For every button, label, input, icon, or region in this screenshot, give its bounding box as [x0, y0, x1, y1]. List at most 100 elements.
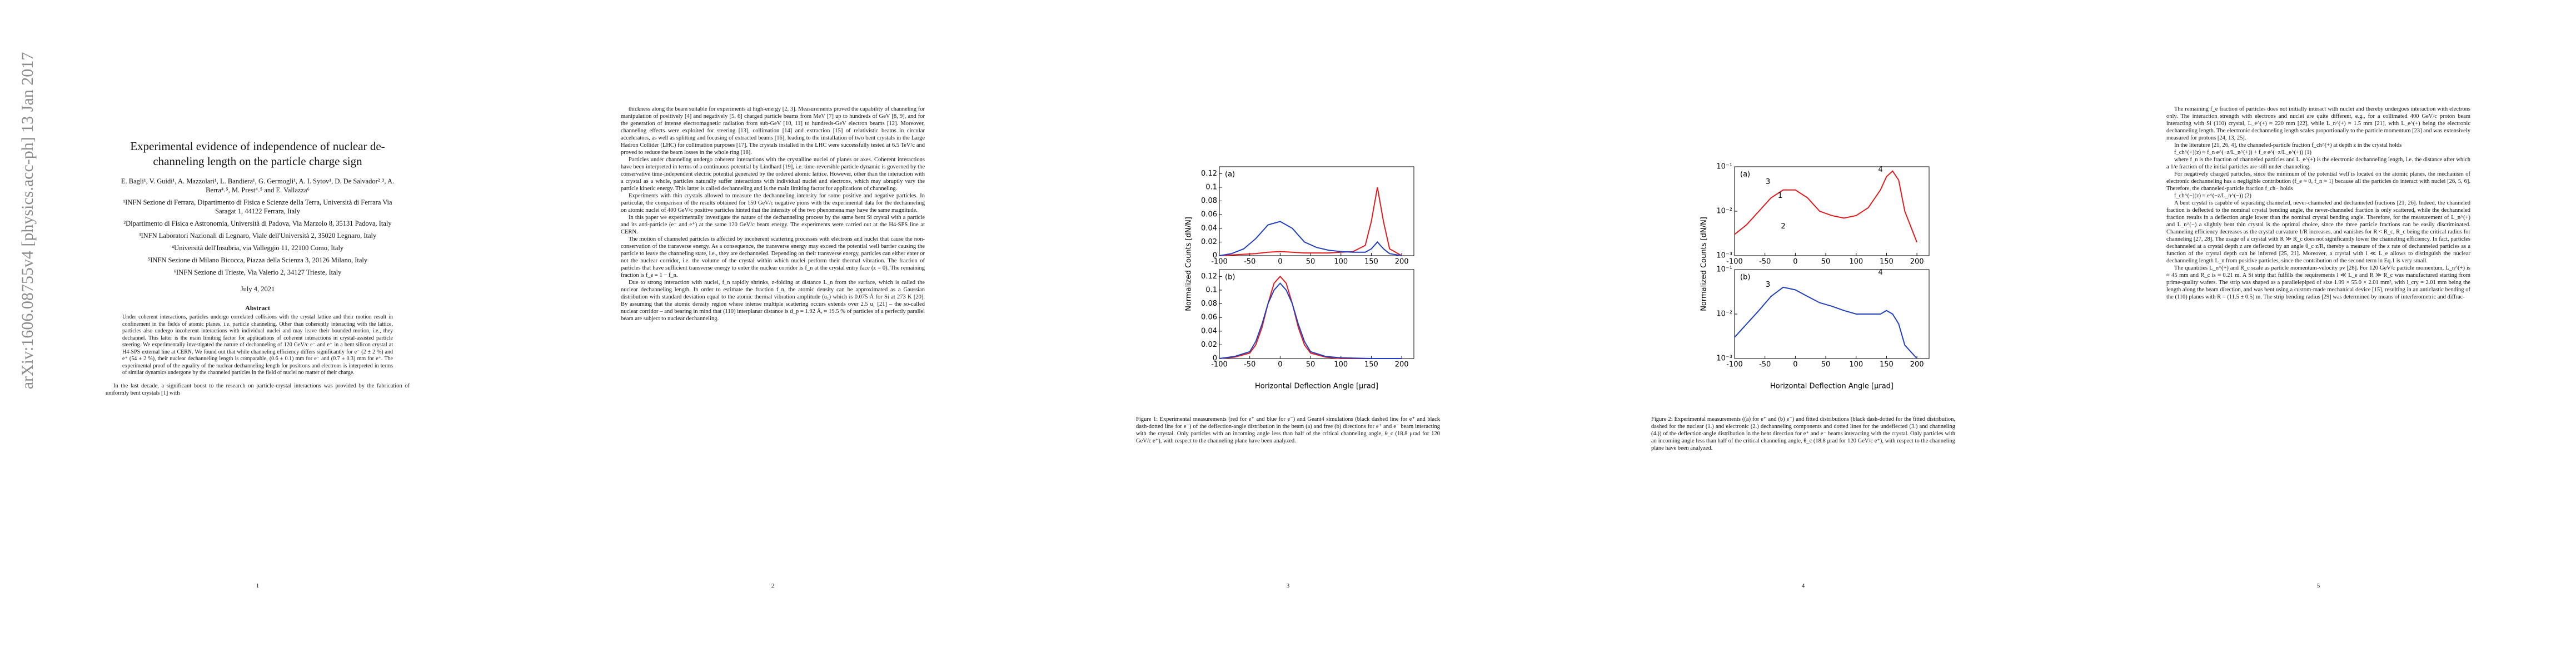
figure: -100 -50 0 50 100 150 200 10⁻³ 10⁻² 10⁻¹ (a) 1 2 3 4 -1… [1700, 163, 1930, 391]
annotation: 4 [1878, 166, 1882, 174]
x-tick-label: -100 [1726, 258, 1743, 266]
paragraph: In this paper we experimentally investig… [621, 215, 925, 235]
affiliation: ¹INFN Sezione di Ferrara, Dipartimento d… [123, 198, 392, 215]
x-tick-label: 100 [1849, 361, 1863, 369]
y-tick-label: 10⁻² [1716, 207, 1732, 216]
y-axis-label: Normalized Counts [dN/N] [1185, 217, 1193, 311]
y-tick-label: 0.08 [1201, 300, 1217, 308]
x-tick-label: 50 [1821, 258, 1831, 266]
x-tick-label: -100 [1726, 361, 1743, 369]
x-axis-label: Horizontal Deflection Angle [μrad] [1770, 382, 1894, 391]
panel-label: (b) [1225, 273, 1235, 282]
data-line [1219, 187, 1402, 256]
x-tick-label: 0 [1278, 258, 1282, 266]
x-tick-label: 0 [1793, 258, 1797, 266]
annotation: 4 [1878, 268, 1882, 277]
paragraph: In the literature [21, 26, 4], the chann… [2174, 142, 2402, 148]
x-tick-label: 150 [1880, 258, 1894, 266]
y-tick-label: 0.12 [1201, 170, 1217, 178]
affiliation: ²Dipartimento di Fisica e Astronomia, Un… [123, 220, 392, 227]
plot-frame [1219, 269, 1414, 359]
x-tick-label: -100 [1211, 258, 1228, 266]
paragraph: For negatively charged particles, since … [2166, 171, 2470, 192]
plot-frame [1734, 269, 1930, 359]
annotation: 1 [1778, 192, 1782, 200]
plot-frame [1219, 166, 1414, 256]
figure-caption: Figure 1: Experimental measurements (red… [1136, 416, 1440, 444]
affiliation: ⁶INFN Sezione di Trieste, Via Valerio 2,… [173, 268, 342, 276]
annotation: 2 [1781, 222, 1785, 231]
paper-title: Experimental evidence of independence of… [130, 140, 385, 168]
text-column: Experimental evidence of independence of… [106, 106, 410, 397]
page: thickness along the beam suitable for ex… [515, 0, 1030, 667]
x-tick-label: 100 [1334, 361, 1348, 369]
y-tick-label: 0.06 [1201, 211, 1217, 219]
y-tick-label: 0.02 [1201, 238, 1217, 246]
paragraph: The remaining f_e fraction of particles … [2166, 106, 2470, 141]
y-tick-label: 0.04 [1201, 327, 1217, 335]
y-tick-label: 10⁻¹ [1716, 266, 1732, 274]
page: The remaining f_e fraction of particles … [2061, 0, 2576, 667]
authors: E. Bagli¹, V. Guidi¹, A. Mazzolari¹, L. … [121, 177, 395, 194]
affiliation: ⁴Università dell'Insubria, via Valleggio… [171, 244, 344, 252]
figure-caption: Figure 2: Experimental measurements ((a)… [1651, 416, 1955, 451]
x-tick-label: 100 [1334, 258, 1348, 266]
paragraph: f_ch^(+)(z) ≈ f_n e^(−z/L_n^(+)) + f_e e… [2174, 150, 2311, 156]
page: Experimental evidence of independence of… [0, 0, 515, 667]
x-tick-label: 0 [1278, 361, 1282, 369]
x-tick-label: 50 [1821, 361, 1831, 369]
y-tick-label: 0.12 [1201, 272, 1217, 281]
page-number: 1 [256, 583, 260, 589]
x-axis-label: Horizontal Deflection Angle [μrad] [1255, 382, 1378, 391]
figure: -100 -50 0 50 100 150 200 0 0.02 0.04 0.06 0.08 0.1 0… [1185, 166, 1414, 391]
page-number: 3 [1286, 583, 1290, 589]
abstract-heading: Abstract [245, 304, 270, 312]
y-tick-label: 10⁻¹ [1716, 163, 1732, 171]
x-tick-label: -100 [1211, 361, 1228, 369]
y-tick-label: 10⁻² [1716, 310, 1732, 318]
abstract: Under coherent interactions, particles u… [122, 314, 393, 376]
paragraph: Experiments with thin crystals allowed t… [621, 193, 925, 213]
page-number: 4 [1801, 583, 1805, 589]
paragraph: where f_n is the fraction of channeled p… [2166, 157, 2470, 170]
data-line [1219, 275, 1402, 359]
y-tick-label: 10⁻³ [1716, 252, 1732, 260]
text-column: thickness along the beam suitable for ex… [621, 106, 925, 322]
x-tick-label: -50 [1244, 258, 1255, 266]
text-column: The remaining f_e fraction of particles … [2166, 106, 2470, 301]
x-tick-label: 200 [1910, 258, 1924, 266]
y-axis-label: Normalized Counts [dN/N] [1700, 217, 1708, 311]
data-line [1734, 286, 1917, 359]
x-tick-label: 50 [1306, 258, 1316, 266]
y-tick-label: 0 [1213, 355, 1217, 363]
x-tick-label: 200 [1910, 361, 1924, 369]
y-tick-label: 0 [1213, 252, 1217, 260]
annotation: 3 [1766, 281, 1770, 289]
y-tick-label: 0.02 [1201, 341, 1217, 349]
x-tick-label: -50 [1759, 361, 1771, 369]
page-number: 2 [771, 583, 775, 589]
page-number: 5 [2316, 583, 2320, 589]
x-tick-label: 150 [1364, 258, 1378, 266]
x-tick-label: 150 [1880, 361, 1894, 369]
y-tick-label: 0.06 [1201, 313, 1217, 322]
data-line [1219, 221, 1402, 256]
x-tick-label: 100 [1849, 258, 1863, 266]
panel-label: (a) [1740, 171, 1750, 179]
annotation: 3 [1766, 178, 1770, 186]
y-tick-label: 10⁻³ [1716, 355, 1732, 363]
x-tick-label: 150 [1364, 361, 1378, 369]
data-line [1734, 170, 1918, 243]
paragraph: A bent crystal is capable of separating … [2166, 200, 2470, 264]
affiliation: ⁵INFN Sezione di Milano Bicocca, Piazza … [147, 256, 368, 264]
paragraph: Particles under channeling undergo coher… [621, 157, 925, 192]
panel-label: (a) [1225, 171, 1235, 179]
page: Figure 2: Experimental measurements ((a)… [1546, 0, 2061, 667]
paragraph: thickness along the beam suitable for ex… [621, 106, 925, 156]
affiliation: ³INFN Laboratori Nazionali di Legnaro, V… [138, 232, 377, 240]
paragraph: Due to strong interaction with nuclei, f… [621, 280, 925, 322]
x-tick-label: -50 [1244, 361, 1255, 369]
page: Figure 1: Experimental measurements (red… [1030, 0, 1546, 667]
plot-frame [1734, 166, 1930, 256]
